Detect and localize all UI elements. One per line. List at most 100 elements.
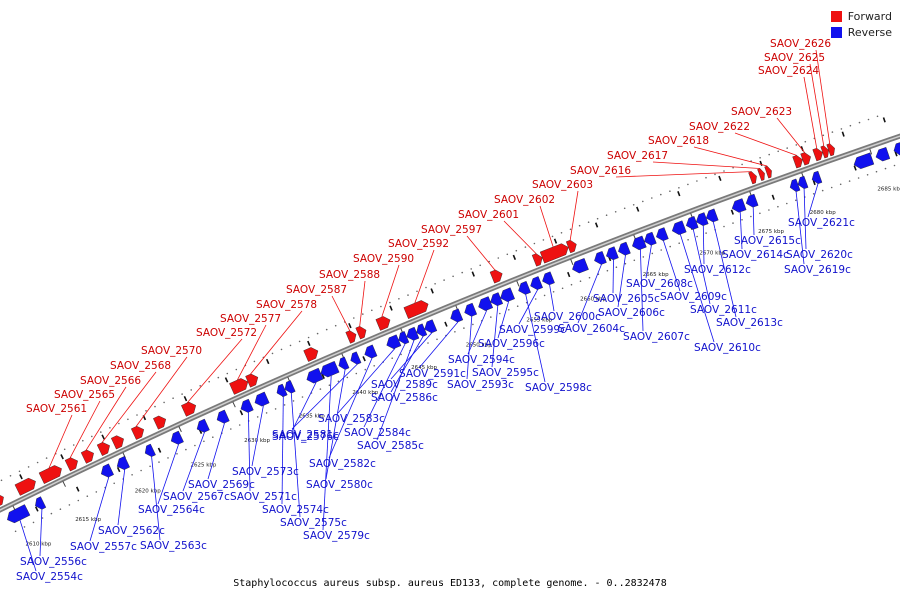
axis-tick: [516, 280, 520, 287]
gene-saov-2572[interactable]: [181, 401, 197, 417]
gene-saov-2561[interactable]: [38, 465, 62, 484]
gene-saov-2619c[interactable]: [789, 178, 801, 192]
track-dash: [239, 410, 244, 416]
gene-saov-2615c[interactable]: [745, 193, 759, 208]
leader-line: [182, 432, 205, 492]
gene-saov-2614c[interactable]: [731, 198, 747, 213]
track-dot: [68, 504, 71, 506]
gene-saov-2554c[interactable]: [7, 504, 31, 524]
gene-saov-2622[interactable]: [792, 155, 803, 169]
gene-saov-2601[interactable]: [531, 253, 543, 267]
gene-saov-2594c[interactable]: [478, 296, 494, 311]
gene-saov-2583c[interactable]: [386, 334, 402, 350]
gene-saov-2618[interactable]: [764, 165, 772, 179]
gene-saov-2596c[interactable]: [500, 287, 515, 302]
label-saov-2593c: SAOV_2593c: [447, 379, 514, 391]
gene-saov-2567c[interactable]: [196, 418, 210, 433]
gene-saov-2602[interactable]: [539, 243, 569, 264]
gene-saov-2580c[interactable]: [338, 356, 350, 370]
gene-saov-2590[interactable]: [375, 316, 391, 331]
gene-saov-2584c[interactable]: [398, 331, 410, 345]
gene-saov-2625[interactable]: [820, 145, 829, 159]
track-dot: [687, 183, 689, 186]
label-saov-2557c: SAOV_2557c: [70, 541, 137, 553]
track-dot: [642, 256, 645, 258]
label-saov-2582c: SAOV_2582c: [309, 458, 376, 470]
gene-saov-2569c[interactable]: [216, 409, 230, 424]
gene-saov-2579c[interactable]: [320, 360, 340, 378]
gene-saov-2608c[interactable]: [644, 231, 657, 246]
gene-saov-2588[interactable]: [355, 326, 367, 340]
gene-saov-2582c[interactable]: [364, 344, 378, 359]
forward-gene: [153, 415, 167, 430]
gene-saov-2606c[interactable]: [618, 241, 631, 256]
label-saov-2565: SAOV_2565: [54, 389, 115, 401]
gene-saov-2575c[interactable]: [284, 380, 296, 394]
gene-saov-2574c[interactable]: [276, 383, 288, 397]
gene-saov-2585c[interactable]: [406, 326, 420, 341]
gene-saov-2612c[interactable]: [695, 212, 709, 226]
gene-saov-2613c[interactable]: [705, 208, 719, 223]
gene-saov-2595c[interactable]: [490, 292, 504, 307]
gene-saov-2589c[interactable]: [424, 319, 438, 334]
track-dot: [696, 180, 698, 182]
gene-saov-2591c[interactable]: [450, 308, 464, 323]
gene-saov-2571c[interactable]: [240, 398, 254, 413]
track-dot: [355, 372, 358, 375]
gene-saov-2563c[interactable]: [144, 443, 156, 457]
gene-saov-2607c[interactable]: [632, 235, 647, 251]
gene-saov-2599c[interactable]: [530, 276, 543, 290]
gene-saov-2577[interactable]: [229, 378, 249, 395]
gene-saov-2610c[interactable]: [671, 220, 687, 235]
gene-saov-2587[interactable]: [345, 330, 357, 344]
gene-saov-2565[interactable]: [64, 457, 78, 472]
gene-saov-2578[interactable]: [245, 373, 259, 388]
gene-saov-2620c[interactable]: [797, 175, 809, 190]
gene-saov-2598c[interactable]: [518, 280, 531, 295]
track-dot: [759, 212, 761, 215]
gene-saov-2626[interactable]: [826, 143, 835, 157]
gene-saov-2556c[interactable]: [35, 496, 47, 510]
gene-saov-2566[interactable]: [80, 449, 94, 464]
gene-saov-2564c[interactable]: [170, 430, 184, 445]
gene-saov-2557c[interactable]: [100, 463, 114, 478]
legend-forward: Forward: [830, 8, 892, 24]
track-dot: [875, 170, 878, 173]
gene-saov-2600c[interactable]: [542, 271, 555, 286]
track-dot: [181, 393, 183, 395]
label-saov-2597: SAOV_2597: [421, 224, 482, 236]
track-dot: [292, 400, 295, 402]
label-saov-2577: SAOV_2577: [220, 313, 281, 325]
track-dot: [795, 199, 797, 202]
track-dot: [470, 268, 473, 270]
gene-saov-2581c[interactable]: [350, 351, 362, 365]
gene-saov-2562c[interactable]: [116, 455, 130, 470]
gene-saov-2623[interactable]: [800, 152, 811, 166]
gene-saov-2621c[interactable]: [811, 170, 823, 185]
leader-line: [693, 146, 768, 167]
gene-saov-2586c[interactable]: [416, 323, 428, 337]
gene-saov-2597[interactable]: [489, 269, 503, 284]
gene-saov-2616[interactable]: [748, 171, 757, 185]
label-saov-2566: SAOV_2566: [80, 375, 141, 387]
gene-saov-2573c[interactable]: [254, 391, 270, 407]
gene-saov-2592[interactable]: [403, 300, 429, 319]
gene-saov-2570[interactable]: [130, 425, 145, 440]
gene-saov-2609c[interactable]: [656, 227, 669, 242]
label-saov-2564c: SAOV_2564c: [138, 504, 205, 516]
track-dash: [894, 151, 898, 157]
gene-saov-2605c[interactable]: [606, 246, 619, 261]
gene-saov-2624[interactable]: [812, 147, 823, 162]
gene-saov-2611c[interactable]: [685, 216, 699, 230]
track-dash: [444, 321, 448, 327]
gene-saov-2603[interactable]: [565, 239, 577, 254]
gene-saov-2593c[interactable]: [464, 302, 478, 317]
gene-saov-2617[interactable]: [757, 168, 765, 181]
track-dot: [578, 224, 581, 227]
gene-saov-2604c[interactable]: [594, 251, 607, 265]
leader-line: [250, 310, 303, 375]
gene-saov-2576c[interactable]: [306, 367, 324, 384]
track-dot: [569, 228, 572, 231]
gene-saov-2568[interactable]: [96, 442, 110, 456]
leader-line: [467, 309, 488, 355]
